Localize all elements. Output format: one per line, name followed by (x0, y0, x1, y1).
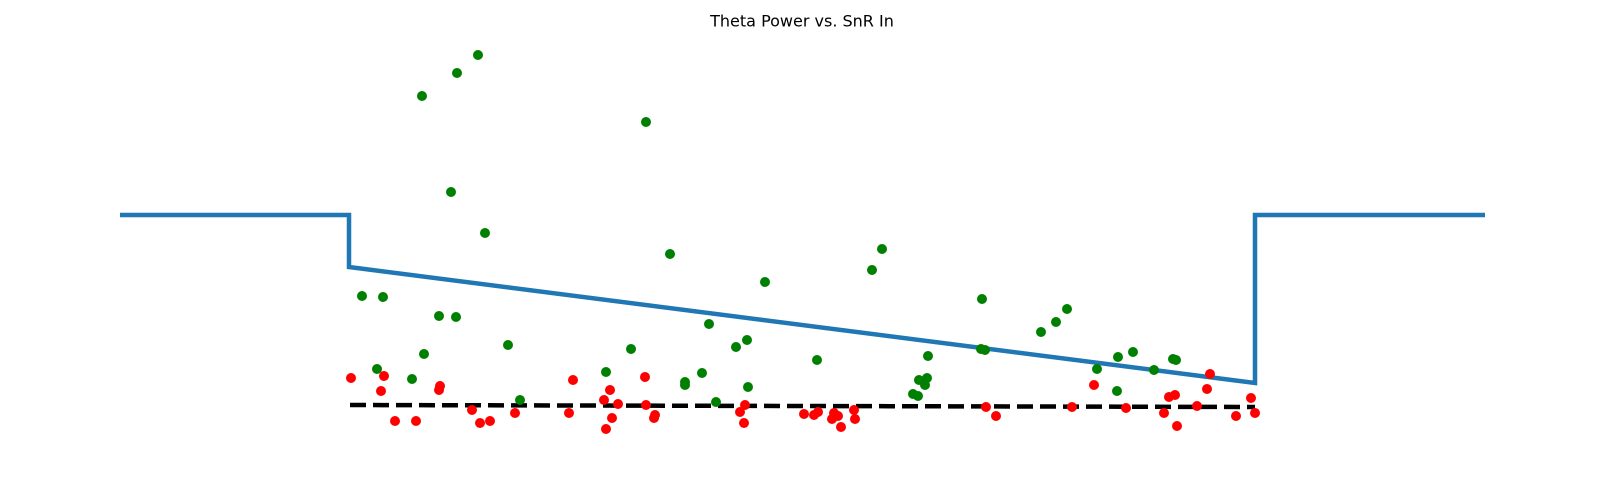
point (452, 68, 462, 78)
point (372, 364, 382, 374)
point (480, 228, 490, 238)
point (1172, 421, 1182, 431)
point (446, 187, 456, 197)
point (849, 405, 859, 415)
point (601, 367, 611, 377)
point (599, 395, 609, 405)
point (376, 386, 386, 396)
point (1113, 352, 1123, 362)
point (923, 351, 933, 361)
chart-title: Theta Power vs. SnR In (709, 12, 894, 31)
point (697, 368, 707, 378)
point (1170, 390, 1180, 400)
point (981, 402, 991, 412)
point (1067, 402, 1077, 412)
point (390, 416, 400, 426)
point (1159, 408, 1169, 418)
point (1092, 364, 1102, 374)
point (1149, 365, 1159, 375)
point (799, 409, 809, 419)
point (607, 413, 617, 423)
point (640, 372, 650, 382)
point (977, 294, 987, 304)
point (760, 277, 770, 287)
point (836, 422, 846, 432)
point (1192, 401, 1202, 411)
point (1231, 411, 1241, 421)
point (411, 416, 421, 426)
point (467, 405, 477, 415)
point (704, 319, 714, 329)
point (1246, 393, 1256, 403)
point (346, 373, 356, 383)
point (613, 399, 623, 409)
point (711, 397, 721, 407)
point (1062, 304, 1072, 314)
point (626, 344, 636, 354)
point (812, 355, 822, 365)
point (434, 385, 444, 395)
point (1036, 327, 1046, 337)
point (417, 91, 427, 101)
point (833, 411, 843, 421)
point (743, 382, 753, 392)
point (605, 385, 615, 395)
point (877, 244, 887, 254)
point (407, 374, 417, 384)
point (515, 395, 525, 405)
point (740, 400, 750, 410)
line (349, 402, 1256, 410)
point (485, 416, 495, 426)
point (1128, 347, 1138, 357)
point (1171, 355, 1181, 365)
point (920, 380, 930, 390)
point (991, 411, 1001, 421)
point (665, 249, 675, 259)
point (419, 349, 429, 359)
point (510, 408, 520, 418)
point (473, 50, 483, 60)
point (735, 407, 745, 417)
point (680, 380, 690, 390)
point (564, 408, 574, 418)
point (850, 414, 860, 424)
point (475, 418, 485, 428)
point (1121, 403, 1131, 413)
point (451, 312, 461, 322)
point (641, 117, 651, 127)
point (1051, 317, 1061, 327)
point (434, 311, 444, 321)
point (739, 418, 749, 428)
point (378, 292, 388, 302)
point (568, 375, 578, 385)
point (1250, 408, 1260, 418)
point (980, 345, 990, 355)
point (601, 424, 611, 434)
point (1205, 369, 1215, 379)
point (1202, 384, 1212, 394)
point (503, 340, 513, 350)
point (867, 265, 877, 275)
point (731, 342, 741, 352)
point (1112, 386, 1122, 396)
point (913, 391, 923, 401)
point (379, 371, 389, 381)
point (650, 410, 660, 420)
point (813, 407, 823, 417)
line (120, 212, 1485, 386)
point (742, 335, 752, 345)
point (357, 291, 367, 301)
point (1089, 380, 1099, 390)
point (641, 400, 651, 410)
